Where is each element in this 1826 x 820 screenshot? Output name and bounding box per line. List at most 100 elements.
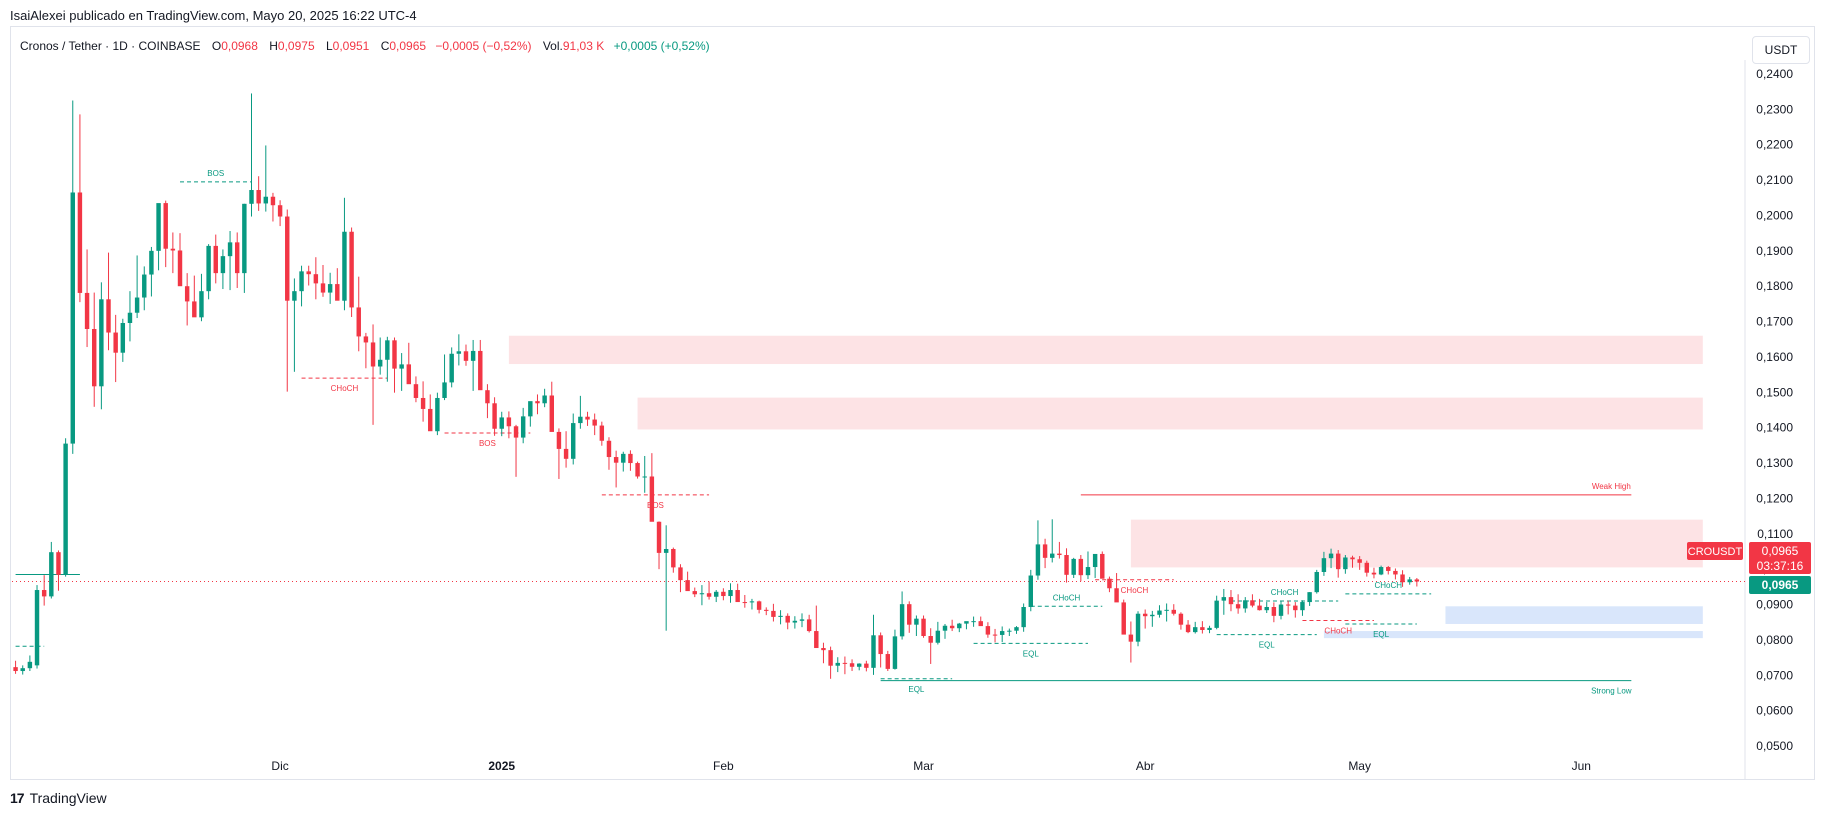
candle-body [1386,567,1391,571]
candle-body [942,625,948,631]
candle-body [377,359,383,367]
candle-body [563,448,569,459]
candle-body [721,591,726,597]
candle-body [1350,557,1355,560]
structure-label: EQL [908,685,925,694]
candle-body [342,231,347,301]
candle-body [999,631,1005,635]
candle-body [1078,558,1084,576]
candle-body [849,663,855,667]
candle-body [120,322,126,353]
structure-label: CHoCH [1271,588,1299,597]
candle-body [613,457,619,463]
high-label: H [269,39,278,53]
candle-body [735,590,740,603]
candle-body [556,431,562,449]
candle-body [785,615,790,623]
candle-body [1414,579,1420,582]
candle-body [1107,578,1112,589]
candle-body [106,299,111,333]
candle-body [363,336,369,343]
x-tick-label: Dic [271,759,288,773]
candle-body [656,521,662,553]
candle-body [1085,567,1091,576]
candle-body [1057,553,1062,556]
candle-body [871,635,876,668]
candle-body [1164,609,1169,611]
candle-body [20,668,25,672]
structure-label: CHoCH [1324,626,1352,635]
candle-body [1157,610,1162,615]
candle-body [1314,571,1319,593]
candle-body [1114,588,1119,603]
candle-body [249,190,254,204]
candle-body [349,231,354,308]
y-tick-label: 0,1500 [1756,385,1793,399]
structure-label: CHoCH [1053,593,1081,602]
candle-body [935,630,941,643]
candle-body [27,661,33,669]
candle-body [1278,604,1284,616]
volume-label: Vol. [542,39,563,53]
candle-body [535,401,540,404]
candle-body [270,196,276,206]
candle-body [671,548,676,568]
candle-body [184,286,190,302]
y-tick-label: 0,1700 [1756,315,1793,329]
symbol-title[interactable]: Cronos / Tether · 1D · COINBASE [20,39,201,53]
y-tick-label: 0,2000 [1756,208,1793,222]
candle-body [256,190,261,204]
currency-button[interactable]: USDT [1752,36,1810,64]
structure-label: Strong Low [1591,687,1632,696]
x-tick-label: 2025 [488,759,515,773]
candle-body [1307,592,1312,603]
candle-body [1042,544,1048,558]
tradingview-logo-icon[interactable]: 17 [10,790,25,806]
candle-body [399,364,404,369]
x-tick-label: Feb [713,759,734,773]
structure-label: BOS [647,501,664,510]
last-price-value: 0,0965 [1762,544,1799,558]
candle-body [1092,553,1098,568]
candle-body [392,340,397,369]
candle-body [1200,627,1205,630]
candle-body [1328,553,1334,559]
candle-body [1014,627,1019,631]
candle-body [585,416,590,420]
candle-body [1364,562,1370,573]
candle-body [1250,600,1255,606]
candle-body [285,216,290,301]
candle-body [878,635,883,655]
candle-body [206,245,211,292]
candle-body [142,274,147,298]
candle-body [621,453,626,463]
symbol-badge [1687,542,1743,560]
y-tick-label: 0,1300 [1756,456,1793,470]
candle-body [1357,559,1362,563]
y-tick-label: 0,0600 [1756,704,1793,718]
candle-body [234,242,240,274]
candle-body [449,353,454,383]
open-value: 0,0968 [221,39,258,53]
candle-body [1293,605,1298,611]
candle-body [1128,634,1134,642]
candle-body [1221,597,1227,601]
candle-body [478,350,483,391]
candlestick-chart[interactable]: BOS CHoCH BOS BOS CHoCH CHoCH CHoCH CHoCH CHoCH E… [0,0,1826,780]
volume-change: +0,0005 (+0,52%) [613,39,710,53]
candle-body [885,654,891,669]
last-price-badge [1749,542,1811,574]
y-tick-label: 0,1600 [1756,350,1793,364]
low-label: L [325,39,333,53]
candle-body [485,390,490,404]
footer: 17 TradingView [10,790,107,806]
y-tick-label: 0,1200 [1756,491,1793,505]
candle-body [821,648,826,651]
y-tick-label: 0,2200 [1756,138,1793,152]
y-tick-label: 0,2400 [1756,67,1793,81]
y-tick-label: 0,2100 [1756,173,1793,187]
candle-body [1214,600,1219,628]
candle-body [1121,602,1126,635]
candle-body [914,618,919,625]
brand-name[interactable]: TradingView [29,790,107,806]
